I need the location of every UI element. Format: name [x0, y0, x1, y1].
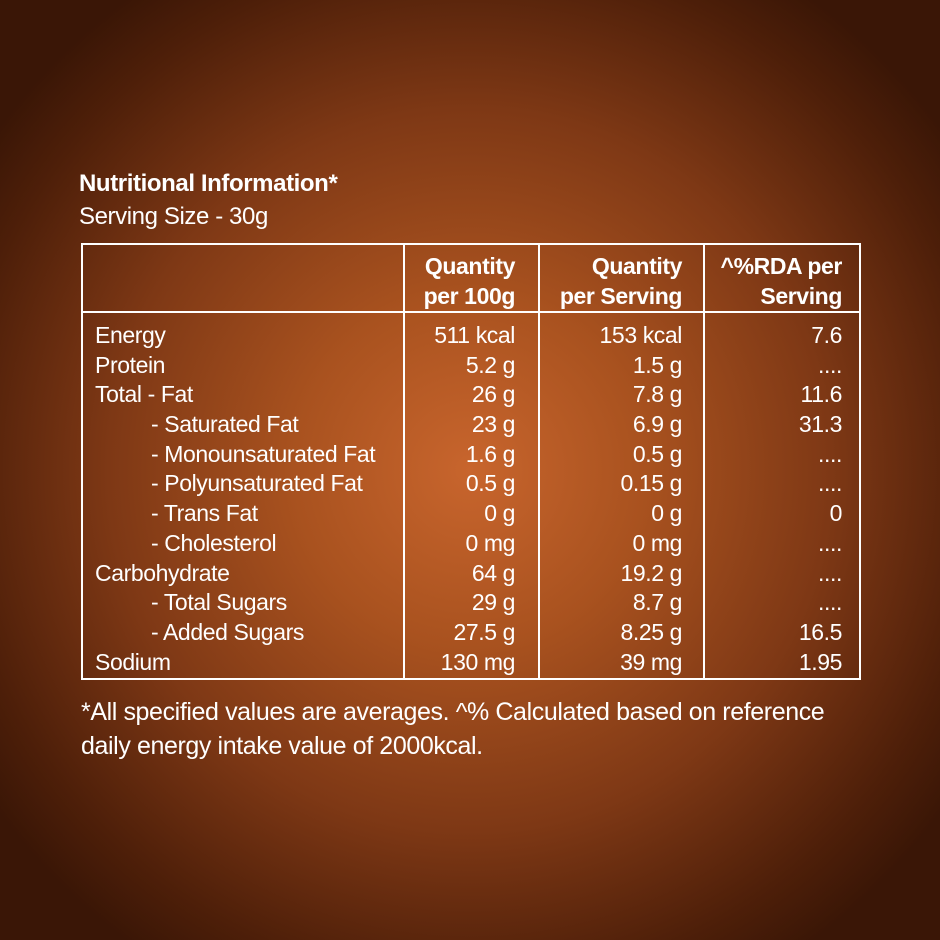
value-per-serving: 8.25 g [620, 618, 682, 645]
nutrition-title: Nutritional Information* [79, 170, 338, 197]
value-per-100g: 23 g [471, 411, 516, 438]
value-per-100g: 1.6 g [465, 440, 516, 467]
value-per-100g: 0.5 g [465, 470, 516, 497]
nutrition-table: Quantity per 100g Quantity per Serving ^… [81, 243, 861, 680]
table-row: Energy 511 kcal 153 kcal 7.6 [83, 321, 859, 351]
value-rda: 11.6 [800, 381, 843, 408]
value-per-100g: 64 g [471, 559, 516, 586]
table-row: - Saturated Fat 23 g 6.9 g 31.3 [83, 410, 859, 440]
header-per-100g-line-1: Quantity [424, 253, 515, 279]
header-per-100g: Quantity per 100g [423, 251, 516, 311]
value-per-100g: 26 g [471, 381, 516, 408]
value-rda: 31.3 [798, 411, 843, 438]
nutrient-name: Total - Fat [95, 381, 193, 408]
header-rda: ^%RDA per Serving [720, 251, 843, 311]
nutrient-name: Protein [95, 351, 166, 378]
value-per-serving: 153 kcal [599, 322, 683, 348]
column-divider-3 [703, 245, 705, 678]
column-divider-1 [403, 245, 405, 678]
table-row: - Monounsaturated Fat 1.6 g 0.5 g .... [83, 440, 859, 470]
value-per-100g: 0 g [484, 500, 515, 527]
value-rda: .... [818, 589, 842, 616]
table-row: Carbohydrate 64 g 19.2 g .... [83, 559, 859, 589]
header-per-serving-line-1: Quantity [591, 253, 682, 279]
value-per-100g: 130 mg [440, 648, 516, 675]
value-per-100g: 5.2 g [465, 351, 516, 378]
value-rda: .... [818, 559, 842, 586]
value-per-serving: 39 mg [620, 648, 682, 675]
header-per-100g-line-2: per 100g [423, 283, 516, 309]
value-per-serving: 0.5 g [632, 440, 683, 467]
value-per-serving: 0 mg [632, 529, 682, 556]
table-row: Protein 5.2 g 1.5 g .... [83, 351, 859, 381]
header-per-serving: Quantity per Serving [559, 251, 683, 311]
nutrient-name: - Monounsaturated Fat [151, 440, 376, 467]
value-rda: 16.5 [798, 618, 843, 645]
value-rda: 7.6 [811, 322, 842, 348]
value-per-100g: 0 mg [465, 529, 515, 556]
header-divider [83, 311, 859, 313]
value-per-serving: 7.8 g [632, 381, 683, 408]
header-rda-line-2: Serving [760, 283, 842, 309]
table-row: - Polyunsaturated Fat 0.5 g 0.15 g .... [83, 469, 859, 499]
table-row: - Trans Fat 0 g 0 g 0 [83, 499, 859, 529]
footnote: *All specified values are averages. ^% C… [81, 698, 825, 760]
nutrient-name: Energy [95, 322, 166, 348]
value-rda: .... [818, 351, 842, 378]
table-row: Sodium 130 mg 39 mg 1.95 [83, 648, 859, 678]
value-per-serving: 19.2 g [620, 559, 682, 586]
value-per-serving: 8.7 g [632, 589, 683, 616]
table-row: Total - Fat 26 g 7.8 g 11.6 [83, 380, 859, 410]
value-per-serving: 1.5 g [632, 351, 683, 378]
value-per-100g: 27.5 g [453, 618, 515, 645]
serving-size: Serving Size - 30g [79, 203, 268, 230]
value-rda: .... [818, 529, 842, 556]
nutrient-name: Carbohydrate [95, 559, 230, 586]
header-rda-line-1: ^%RDA per [720, 253, 843, 279]
nutrient-name: - Trans Fat [151, 500, 258, 527]
table-body: Energy 511 kcal 153 kcal 7.6 Protein 5.2… [83, 321, 859, 677]
value-rda: 0 [829, 500, 843, 527]
value-per-100g: 511 kcal [434, 322, 515, 348]
value-rda: .... [818, 440, 842, 467]
nutrient-name: - Saturated Fat [151, 411, 299, 438]
value-per-100g: 29 g [471, 589, 516, 616]
value-rda: 1.95 [798, 648, 843, 675]
nutrient-name: - Polyunsaturated Fat [151, 470, 363, 497]
value-per-serving: 0.15 g [620, 470, 682, 497]
nutrient-name: Sodium [95, 648, 171, 675]
table-row: - Cholesterol 0 mg 0 mg .... [83, 529, 859, 559]
table-row: - Total Sugars 29 g 8.7 g .... [83, 588, 859, 618]
header-per-serving-line-2: per Serving [559, 283, 683, 309]
value-per-serving: 0 g [651, 500, 682, 527]
column-divider-2 [538, 245, 540, 678]
nutrient-name: - Cholesterol [151, 529, 277, 556]
value-rda: .... [818, 470, 842, 497]
table-row: - Added Sugars 27.5 g 8.25 g 16.5 [83, 618, 859, 648]
value-per-serving: 6.9 g [632, 411, 683, 438]
nutrient-name: - Added Sugars [151, 618, 304, 645]
nutrient-name: - Total Sugars [151, 589, 287, 616]
